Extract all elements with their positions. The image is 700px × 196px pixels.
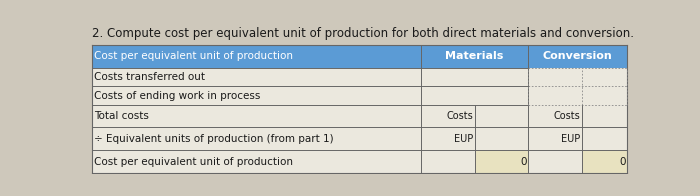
Text: 0: 0 — [520, 157, 526, 167]
Text: EUP: EUP — [454, 134, 473, 144]
Bar — [421, 45, 528, 68]
Text: Costs: Costs — [554, 111, 580, 121]
Text: Cost per equivalent unit of production: Cost per equivalent unit of production — [94, 157, 293, 167]
Text: Total costs: Total costs — [94, 111, 149, 121]
Text: Cost per equivalent unit of production: Cost per equivalent unit of production — [94, 52, 293, 62]
Text: EUP: EUP — [561, 134, 580, 144]
Text: 2. Compute cost per equivalent unit of production for both direct materials and : 2. Compute cost per equivalent unit of p… — [92, 27, 634, 40]
Bar — [528, 45, 627, 68]
Text: ÷ Equivalent units of production (from part 1): ÷ Equivalent units of production (from p… — [94, 134, 334, 144]
Bar — [582, 150, 627, 173]
Text: Costs of ending work in process: Costs of ending work in process — [94, 91, 260, 101]
Text: Costs: Costs — [447, 111, 473, 121]
Text: 0: 0 — [620, 157, 626, 167]
Bar — [92, 45, 627, 68]
Bar — [475, 150, 528, 173]
Bar — [92, 45, 627, 173]
Text: Materials: Materials — [445, 52, 504, 62]
Text: Costs transferred out: Costs transferred out — [94, 72, 205, 82]
Text: Conversion: Conversion — [543, 52, 612, 62]
